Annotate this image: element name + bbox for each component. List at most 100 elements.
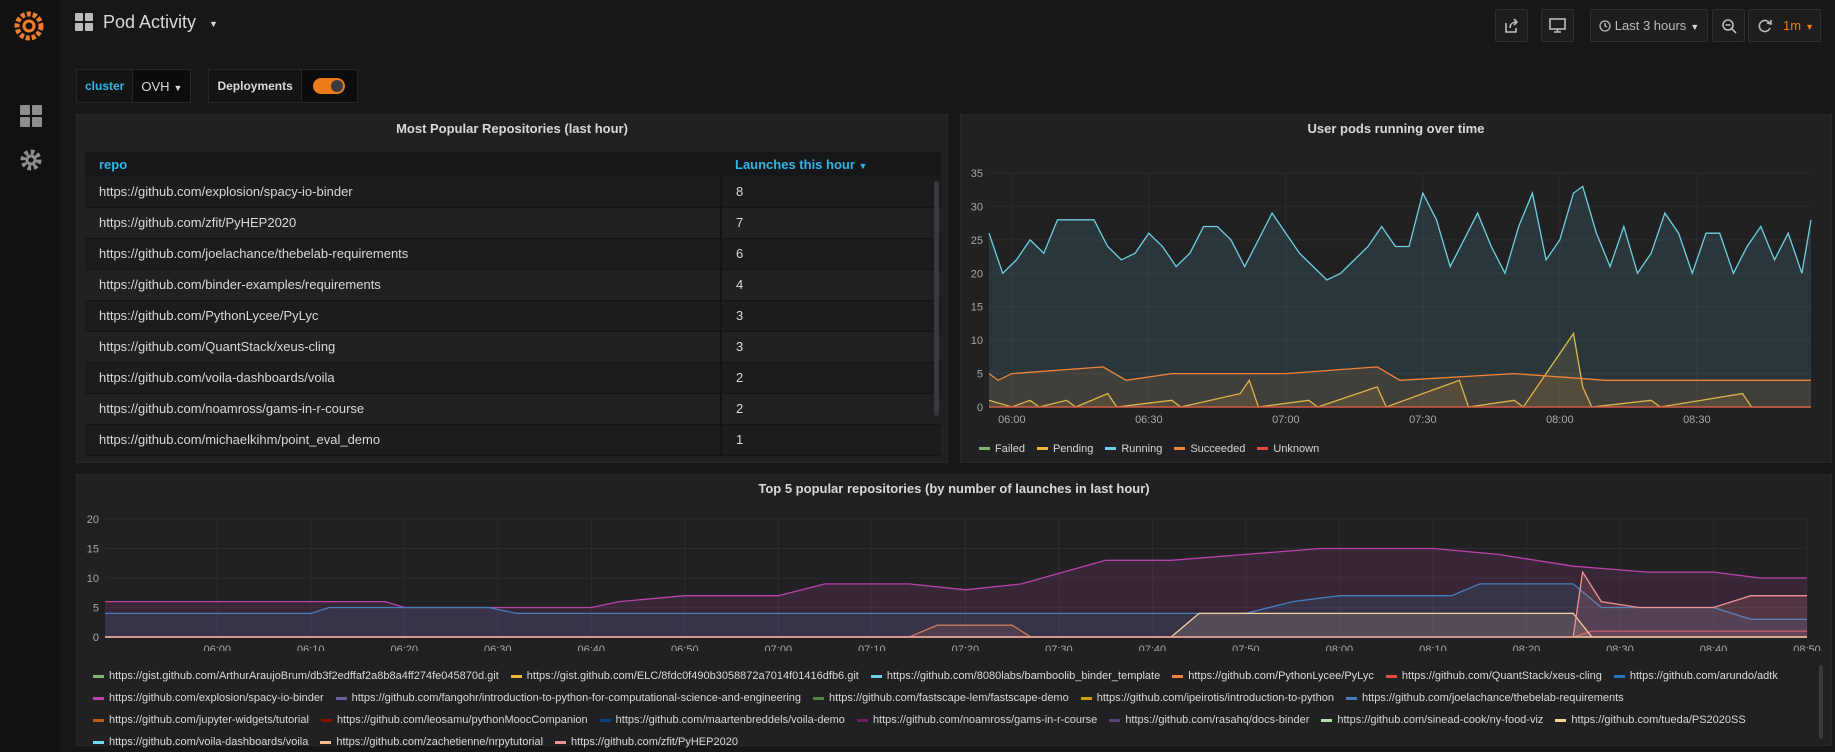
legend-item[interactable]: https://github.com/sinead-cook/ny-food-v…: [1321, 711, 1543, 730]
legend-scrollbar[interactable]: [1819, 665, 1823, 739]
time-range-picker[interactable]: Last 3 hours ▼: [1590, 9, 1708, 42]
x-tick-label: 06:50: [671, 644, 699, 651]
legend-label: https://github.com/zachetienne/nrpytutor…: [336, 736, 544, 748]
series-area-https-github-com-tueda-ps2020ss: [105, 613, 1807, 637]
launches-column-header[interactable]: Launches this hour ▼: [721, 152, 941, 176]
panel-title[interactable]: Most Popular Repositories (last hour): [396, 121, 628, 136]
legend-swatch: [1172, 675, 1184, 678]
x-tick-label: 08:20: [1513, 644, 1541, 651]
chevron-down-icon: ▼: [173, 82, 183, 93]
legend-item[interactable]: Running: [1105, 443, 1162, 455]
x-tick-label: 06:40: [578, 644, 606, 651]
legend-item[interactable]: Failed: [979, 443, 1025, 455]
legend-swatch: [93, 697, 104, 700]
zoom-out-icon: [1721, 18, 1737, 34]
panel-title[interactable]: Top 5 popular repositories (by number of…: [758, 481, 1150, 496]
legend-item[interactable]: https://gist.github.com/ELC/8fdc0f490b30…: [510, 667, 859, 686]
repo-column-header[interactable]: repo: [85, 152, 721, 176]
legend-item[interactable]: https://github.com/QuantStack/xeus-cling: [1385, 667, 1602, 686]
x-tick-label: 07:20: [952, 644, 980, 651]
legend-item[interactable]: https://github.com/explosion/spacy-io-bi…: [93, 689, 324, 708]
chevron-down-icon: ▼: [1690, 22, 1700, 32]
legend-swatch: [555, 741, 567, 744]
legend-item[interactable]: https://github.com/noamross/gams-in-r-co…: [856, 711, 1097, 730]
top5-repositories-panel: Top 5 popular repositories (by number of…: [76, 474, 1833, 748]
legend-label: Pending: [1052, 442, 1094, 455]
legend-item[interactable]: Succeeded: [1174, 443, 1245, 455]
dashboard-navbar: Pod Activity ▼ Last 3 hours ▼ 1m ▼: [60, 0, 1835, 55]
dashboards-icon[interactable]: [20, 105, 42, 127]
legend-item[interactable]: https://github.com/maartenbreddels/voila…: [599, 711, 845, 730]
user-pods-graph[interactable]: 0 5 10 15 20 25 30 35 06:00 06:30 07:00 07:30 08:00 0…: [961, 145, 1833, 427]
x-tick-label: 06:00: [203, 644, 231, 651]
legend-item[interactable]: https://github.com/fastscape-lem/fastsca…: [813, 689, 1069, 708]
table-row: https://github.com/PythonLycee/PyLyc 3: [85, 300, 941, 332]
x-tick-label: 07:30: [1409, 414, 1437, 426]
zoom-out-button[interactable]: [1712, 9, 1745, 42]
legend-label: https://github.com/leosamu/pythonMoocCom…: [336, 714, 588, 726]
toggle-knob: [331, 80, 344, 92]
legend-item[interactable]: https://github.com/zachetienne/nrpytutor…: [320, 733, 543, 752]
legend-swatch: [93, 741, 104, 744]
legend-swatch: [1345, 697, 1357, 700]
dashboard-picker[interactable]: Pod Activity ▼: [75, 12, 218, 33]
legend-label: https://github.com/fangohr/introduction-…: [351, 692, 802, 704]
y-tick-label: 0: [93, 632, 99, 644]
top5-repositories-graph[interactable]: 0 5 10 15 20 06:00 06:10 06:20 06:30 06:40 06:50 07…: [77, 507, 1833, 651]
legend-item[interactable]: https://github.com/joelachance/thebelab-…: [1345, 689, 1624, 708]
legend-item[interactable]: https://github.com/tueda/PS2020SS: [1555, 711, 1746, 730]
y-tick-label: 15: [971, 302, 983, 314]
legend-item[interactable]: https://github.com/jupyter-widgets/tutor…: [93, 711, 309, 730]
y-tick-label: 10: [87, 573, 99, 585]
legend-swatch: [1257, 447, 1269, 450]
legend-label: https://gist.github.com/ArthurAraujoBrum…: [109, 670, 499, 682]
repo-cell: https://github.com/noamross/gams-in-r-co…: [85, 393, 721, 425]
cluster-variable-select[interactable]: OVH ▼: [133, 69, 192, 103]
table-row: https://github.com/joelachance/thebelab-…: [85, 238, 941, 270]
refresh-picker[interactable]: 1m ▼: [1748, 9, 1821, 42]
table-row: https://github.com/QuantStack/xeus-cling…: [85, 331, 941, 363]
y-tick-label: 0: [977, 402, 983, 414]
series-area-running: [989, 186, 1811, 407]
gear-icon[interactable]: [19, 148, 43, 172]
x-tick-label: 07:50: [1232, 644, 1260, 651]
series-line-succeeded: [988, 366, 1811, 382]
popular-repositories-panel: Most Popular Repositories (last hour) re…: [76, 114, 948, 463]
tv-mode-button[interactable]: [1541, 9, 1574, 42]
legend-label: https://github.com/tueda/PS2020SS: [1571, 714, 1746, 726]
legend-item[interactable]: https://github.com/voila-dashboards/voil…: [93, 733, 308, 752]
legend-label: https://github.com/jupyter-widgets/tutor…: [109, 714, 309, 726]
panel-title[interactable]: User pods running over time: [1307, 121, 1485, 136]
legend-item[interactable]: https://github.com/fangohr/introduction-…: [335, 689, 802, 708]
legend-item[interactable]: https://github.com/leosamu/pythonMoocCom…: [320, 711, 588, 730]
legend-item[interactable]: Pending: [1036, 442, 1094, 455]
legend-label: https://github.com/maartenbreddels/voila…: [615, 714, 845, 726]
repo-cell: https://github.com/QuantStack/xeus-cling: [85, 331, 721, 363]
legend-item[interactable]: https://github.com/zfit/PyHEP2020: [555, 733, 738, 752]
legend-label: Succeeded: [1190, 442, 1246, 455]
legend-item[interactable]: https://github.com/PythonLycee/PyLyc: [1172, 667, 1374, 686]
legend-item[interactable]: https://gist.github.com/ArthurAraujoBrum…: [93, 667, 499, 686]
legend-item[interactable]: https://github.com/8080labs/bamboolib_bi…: [870, 667, 1160, 686]
series-area-succeeded: [989, 366, 1811, 407]
launches-cell: 3: [720, 300, 941, 332]
legend-label: https://github.com/zfit/PyHEP2020: [571, 736, 738, 748]
cluster-value: OVH: [141, 78, 170, 94]
share-button[interactable]: [1495, 9, 1528, 42]
deployments-toggle[interactable]: [301, 69, 358, 103]
repo-cell: https://github.com/binder-examples/requi…: [85, 269, 721, 301]
legend-item[interactable]: https://github.com/ipeirotis/introductio…: [1080, 689, 1334, 708]
dashboard-grid-icon: [75, 13, 93, 31]
graph-legend: https://gist.github.com/ArthurAraujoBrum…: [93, 664, 1793, 752]
series-line-tps-github-com-explosion-spacy-io-binder: [105, 547, 1807, 609]
grafana-logo-icon[interactable]: [12, 9, 46, 43]
series-line-https-github-com-zfit-pyhep2020: [105, 570, 1807, 638]
legend-item[interactable]: Unknown: [1257, 443, 1319, 455]
series-line-running: [988, 185, 1812, 281]
legend-swatch: [1109, 719, 1121, 722]
legend-item[interactable]: https://github.com/arundo/adtk: [1613, 667, 1778, 686]
repo-cell: https://github.com/michaelkihm/point_eva…: [85, 424, 721, 456]
legend-item[interactable]: https://github.com/rasahq/docs-binder: [1109, 711, 1309, 730]
table-scrollbar[interactable]: [934, 181, 939, 416]
repo-cell: https://github.com/joelachance/thebelab-…: [85, 238, 721, 270]
